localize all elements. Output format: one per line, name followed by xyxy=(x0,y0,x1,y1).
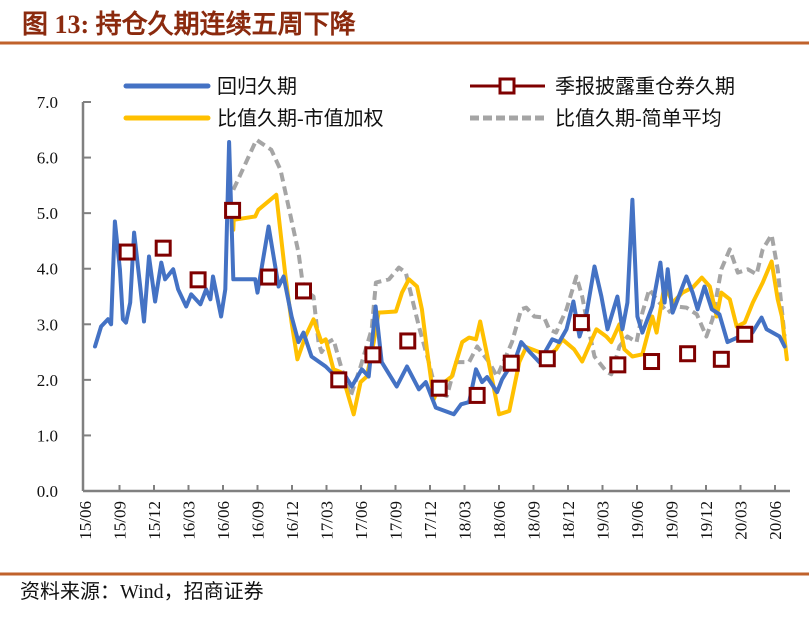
x-tick-label: 19/03 xyxy=(594,501,613,540)
legend-item-mv-weighted: 比值久期-市值加权 xyxy=(123,107,384,130)
data-point-marker xyxy=(189,271,207,289)
data-point-marker xyxy=(572,314,590,332)
data-point-marker xyxy=(643,353,661,371)
data-point-marker xyxy=(399,332,417,350)
data-point-marker xyxy=(295,282,312,300)
data-point-marker xyxy=(736,325,754,343)
legend-label: 回归久期 xyxy=(217,75,297,98)
data-point-marker xyxy=(224,201,242,219)
data-point-marker xyxy=(609,356,627,374)
legend-label: 比值久期-简单平均 xyxy=(555,107,722,130)
x-tick-label: 19/12 xyxy=(697,501,716,540)
x-tick-label: 17/09 xyxy=(387,501,406,540)
x-tick-label: 20/06 xyxy=(766,501,785,540)
data-point-marker xyxy=(679,345,697,363)
source-note: 资料来源：Wind，招商证券 xyxy=(20,580,264,603)
x-tick-label: 18/09 xyxy=(525,501,544,540)
x-tick-label: 16/09 xyxy=(249,501,268,540)
x-tick-label: 20/03 xyxy=(732,501,751,540)
data-point-marker xyxy=(468,386,486,404)
legend-item-regression: 回归久期 xyxy=(123,75,297,98)
data-point-marker xyxy=(538,350,556,368)
data-point-marker xyxy=(260,268,278,286)
x-tick-label: 19/06 xyxy=(628,501,647,540)
x-tick-label: 18/12 xyxy=(559,501,578,540)
data-point-marker xyxy=(712,350,730,368)
series-line-1 xyxy=(231,192,789,417)
x-tick-label: 17/06 xyxy=(352,501,371,540)
series-line-2 xyxy=(231,137,787,398)
data-point-marker xyxy=(364,346,382,364)
data-point-marker xyxy=(330,371,348,389)
data-point-marker xyxy=(118,243,136,261)
x-tick-label: 17/12 xyxy=(421,501,440,540)
x-tick-label: 16/03 xyxy=(180,501,199,540)
data-point-marker xyxy=(154,239,172,257)
chart-title: 图 13: 持仓久期连续五周下降 xyxy=(22,9,357,39)
y-tick-label: 4.0 xyxy=(37,260,58,279)
data-point-marker xyxy=(430,379,448,397)
legend-square-marker-icon xyxy=(498,77,516,95)
axes: 0.0 1.0 2.0 3.0 4.0 5.0 6.0 7.0 15/06 15/09 15/12 1… xyxy=(37,93,790,540)
y-tick-label: 3.0 xyxy=(37,315,58,334)
y-tick-label: 5.0 xyxy=(37,204,58,223)
series-quarterly-markers xyxy=(118,201,754,404)
legend-item-quarterly: 季报披露重仓券久期 xyxy=(470,75,735,98)
legend: 回归久期 季报披露重仓券久期 比值久期-市值加权 比值久期-简单平均 xyxy=(123,75,735,130)
y-tick-label: 1.0 xyxy=(37,426,58,445)
y-tick-label: 6.0 xyxy=(37,149,58,168)
x-tick-label: 15/12 xyxy=(145,501,164,540)
y-tick-label: 0.0 xyxy=(37,482,58,501)
x-tick-label: 16/06 xyxy=(214,501,233,540)
x-tick-label: 16/12 xyxy=(283,501,302,540)
data-point-marker xyxy=(502,354,520,372)
legend-item-simple-avg: 比值久期-简单平均 xyxy=(470,107,722,130)
plot-area xyxy=(93,137,789,417)
x-tick-label: 19/09 xyxy=(663,501,682,540)
y-tick-label: 7.0 xyxy=(37,93,58,112)
legend-label: 季报披露重仓券久期 xyxy=(555,75,735,98)
y-tick-label: 2.0 xyxy=(37,371,58,390)
x-tick-label: 18/03 xyxy=(456,501,475,540)
legend-label: 比值久期-市值加权 xyxy=(217,107,384,130)
x-tick-label: 18/06 xyxy=(490,501,509,540)
x-tick-label: 15/09 xyxy=(111,501,130,540)
x-tick-label: 17/03 xyxy=(318,501,337,540)
series-line-0 xyxy=(93,140,787,417)
x-tick-label: 15/06 xyxy=(76,501,95,540)
